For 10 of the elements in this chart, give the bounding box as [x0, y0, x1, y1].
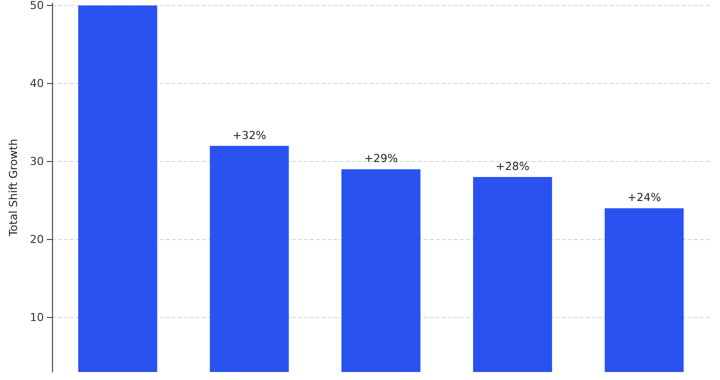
data-label: +24% [627, 191, 662, 204]
data-label: +32% [232, 128, 266, 142]
data-label: +28% [496, 160, 530, 174]
y-tick-label: 30 [30, 154, 44, 168]
y-tick-label: 10 [30, 310, 44, 324]
y-axis-title: Total Shift Growth [7, 138, 20, 238]
y-tick-label: 50 [30, 0, 44, 12]
data-label: +29% [364, 152, 398, 166]
y-tick-label: 20 [30, 232, 44, 246]
y-tick-label: 40 [30, 76, 44, 90]
